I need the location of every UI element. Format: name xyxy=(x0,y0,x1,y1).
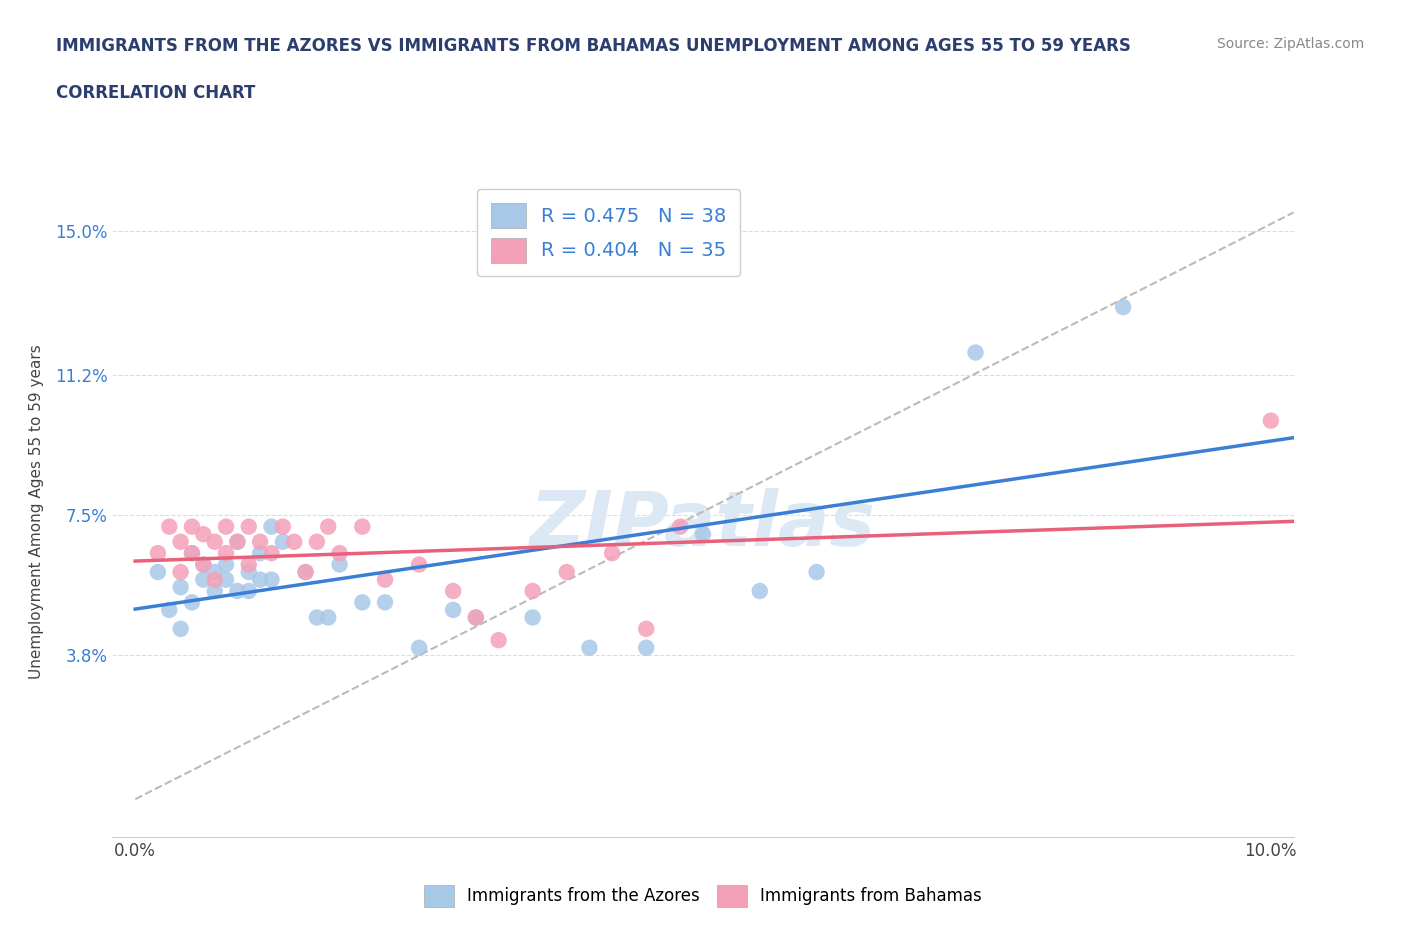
Point xyxy=(215,519,238,534)
Point xyxy=(748,583,770,598)
Point xyxy=(305,535,328,550)
Point xyxy=(204,535,226,550)
Point xyxy=(1112,299,1135,314)
Point xyxy=(271,519,294,534)
Point xyxy=(636,621,658,636)
Point xyxy=(193,526,215,541)
Point xyxy=(169,579,191,594)
Point xyxy=(226,535,249,550)
Point xyxy=(249,546,271,561)
Point xyxy=(146,565,169,579)
Point xyxy=(238,557,260,572)
Point xyxy=(352,595,374,610)
Y-axis label: Unemployment Among Ages 55 to 59 years: Unemployment Among Ages 55 to 59 years xyxy=(28,344,44,679)
Point xyxy=(181,546,204,561)
Point xyxy=(374,595,396,610)
Point xyxy=(260,519,283,534)
Point xyxy=(181,519,204,534)
Point xyxy=(1260,413,1282,428)
Point xyxy=(329,546,352,561)
Point xyxy=(204,572,226,587)
Text: Source: ZipAtlas.com: Source: ZipAtlas.com xyxy=(1216,37,1364,51)
Point xyxy=(408,557,430,572)
Point xyxy=(806,565,828,579)
Point xyxy=(283,535,305,550)
Point xyxy=(441,603,464,618)
Point xyxy=(374,572,396,587)
Point xyxy=(488,632,510,647)
Point xyxy=(294,565,316,579)
Point xyxy=(316,519,339,534)
Point xyxy=(329,557,352,572)
Point xyxy=(193,557,215,572)
Text: CORRELATION CHART: CORRELATION CHART xyxy=(56,84,256,101)
Point xyxy=(555,565,578,579)
Point xyxy=(238,565,260,579)
Point xyxy=(260,546,283,561)
Point xyxy=(193,572,215,587)
Point xyxy=(181,595,204,610)
Point xyxy=(260,572,283,587)
Point xyxy=(193,557,215,572)
Point xyxy=(578,641,600,656)
Point xyxy=(169,535,191,550)
Point xyxy=(215,557,238,572)
Point xyxy=(600,546,623,561)
Point xyxy=(692,526,714,541)
Point xyxy=(215,546,238,561)
Point xyxy=(204,565,226,579)
Point xyxy=(669,519,692,534)
Legend: Immigrants from the Azores, Immigrants from Bahamas: Immigrants from the Azores, Immigrants f… xyxy=(418,879,988,913)
Point xyxy=(238,583,260,598)
Point xyxy=(181,546,204,561)
Point xyxy=(464,610,486,625)
Point xyxy=(522,583,544,598)
Point xyxy=(305,610,328,625)
Point xyxy=(441,583,464,598)
Point xyxy=(157,603,180,618)
Point xyxy=(157,519,180,534)
Point xyxy=(226,583,249,598)
Point xyxy=(215,572,238,587)
Point xyxy=(249,572,271,587)
Point xyxy=(238,519,260,534)
Point xyxy=(352,519,374,534)
Point xyxy=(522,610,544,625)
Point xyxy=(204,583,226,598)
Point xyxy=(464,610,486,625)
Point xyxy=(146,546,169,561)
Point xyxy=(169,565,191,579)
Point xyxy=(249,535,271,550)
Text: IMMIGRANTS FROM THE AZORES VS IMMIGRANTS FROM BAHAMAS UNEMPLOYMENT AMONG AGES 55: IMMIGRANTS FROM THE AZORES VS IMMIGRANTS… xyxy=(56,37,1130,55)
Point xyxy=(271,535,294,550)
Point xyxy=(965,345,987,360)
Point xyxy=(316,610,339,625)
Point xyxy=(226,535,249,550)
Point xyxy=(408,641,430,656)
Point xyxy=(636,641,658,656)
Point xyxy=(294,565,316,579)
Point xyxy=(169,621,191,636)
Text: ZIPatlas: ZIPatlas xyxy=(530,487,876,562)
